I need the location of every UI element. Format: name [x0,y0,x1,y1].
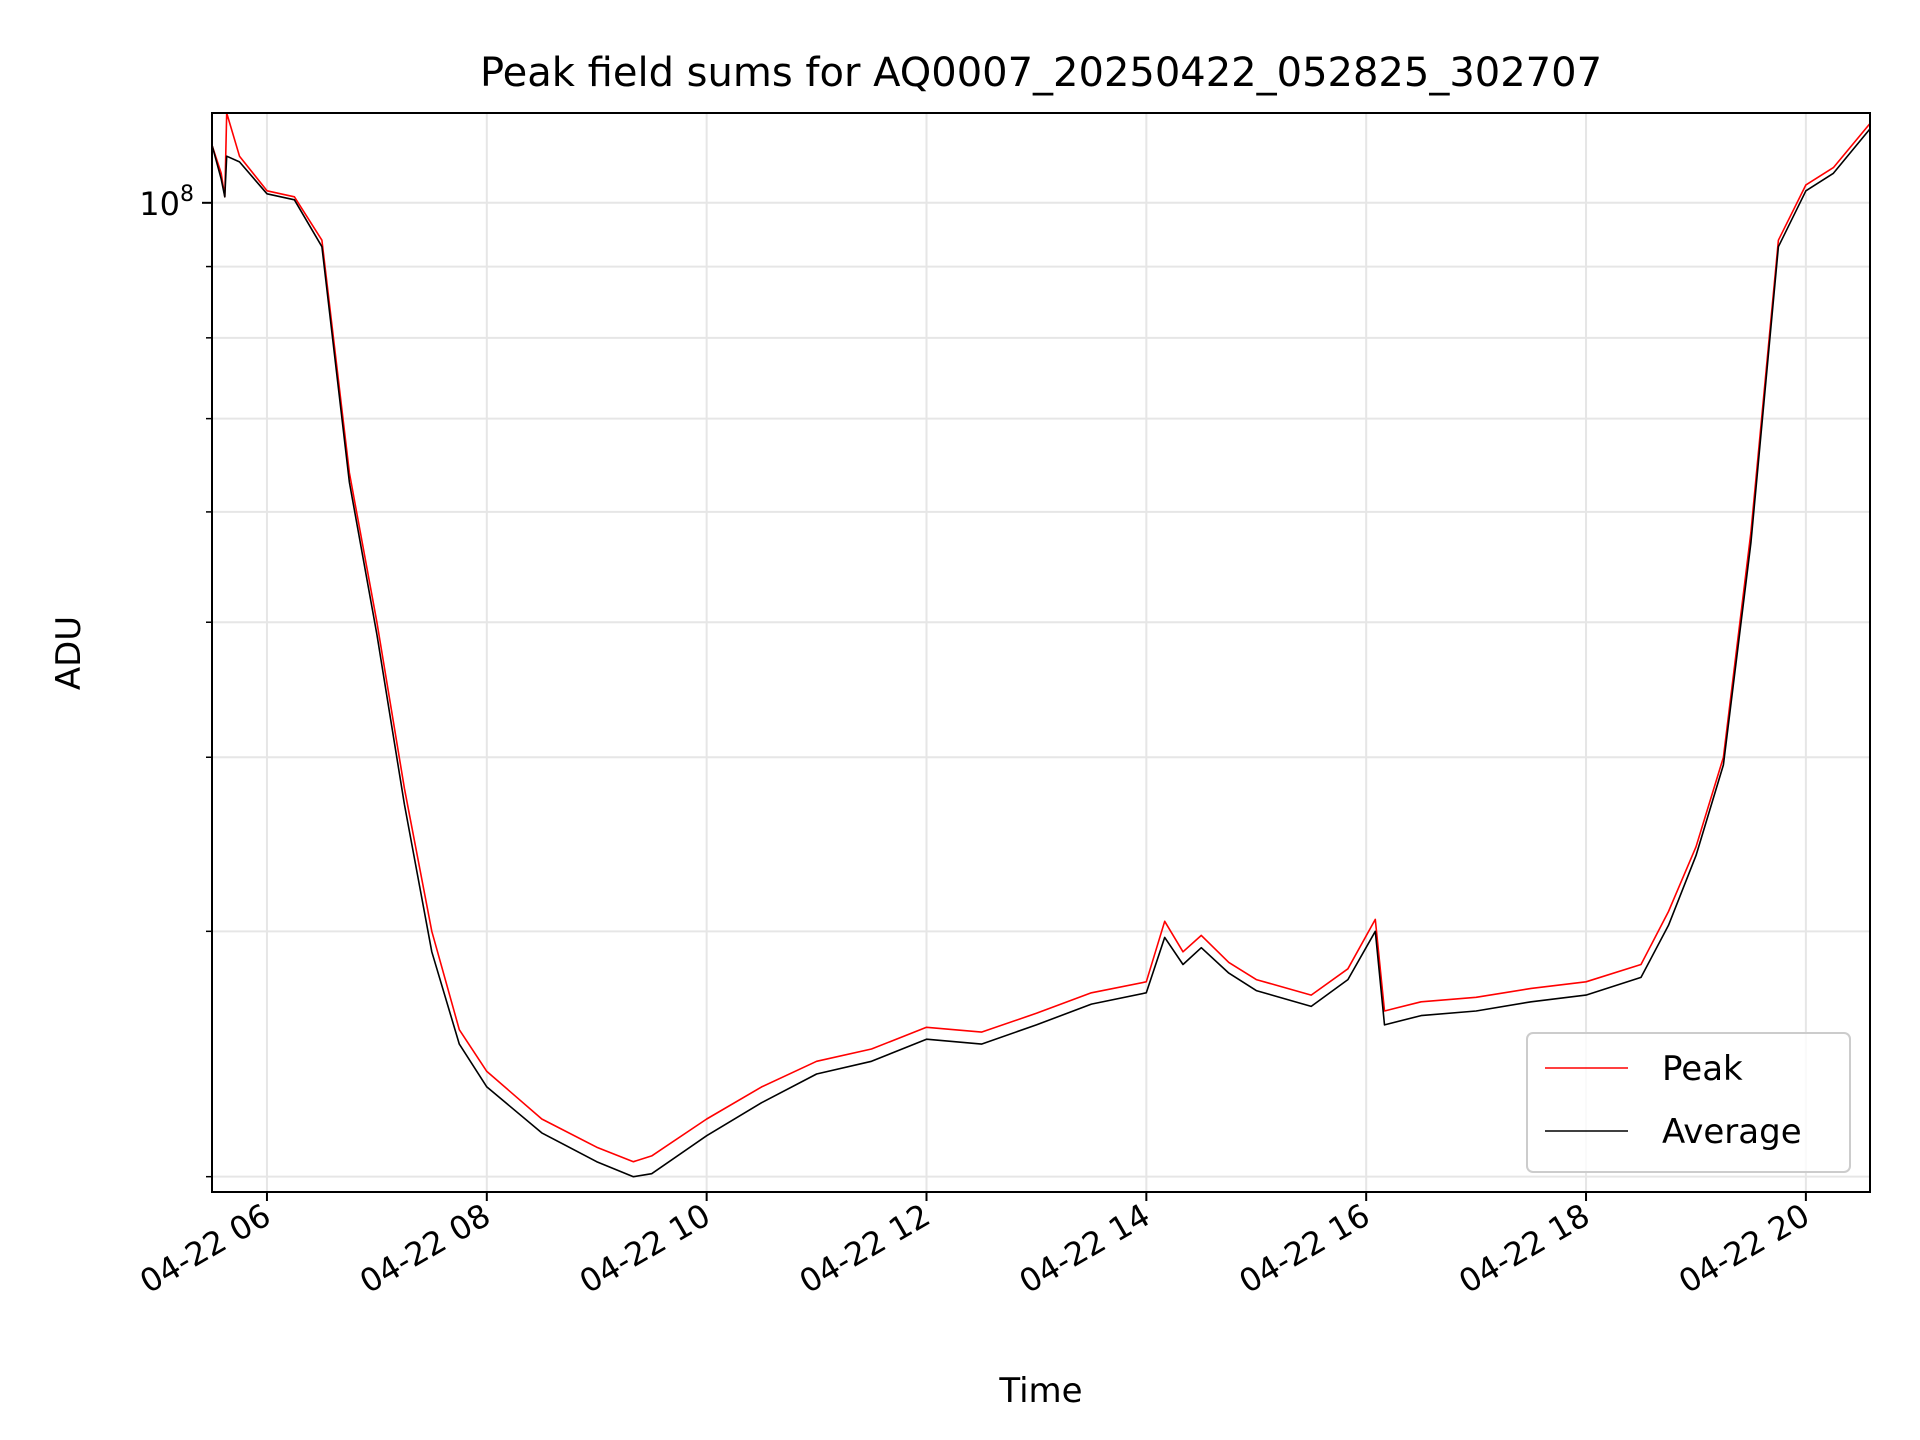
x-tick-label: 04-22 06 [133,1196,277,1301]
x-tick-label: 04-22 18 [1452,1196,1596,1301]
chart-title: Peak field sums for AQ0007_20250422_0528… [480,50,1602,96]
x-tick-label: 04-22 14 [1013,1196,1157,1301]
legend-label-peak: Peak [1662,1049,1743,1089]
legend-label-average: Average [1662,1112,1802,1152]
plot-frame [211,112,1871,1193]
legend: Peak Average [1526,1032,1851,1173]
x-axis-label: Time [998,1371,1082,1411]
x-tick-label: 04-22 10 [573,1196,717,1301]
series-line-peak [211,112,1871,1163]
x-tick-label: 04-22 16 [1233,1196,1377,1301]
x-tick-label: 04-22 20 [1672,1196,1816,1301]
y-axis-label: ADU [49,616,89,690]
y-axis: 108 [139,182,212,1178]
x-tick-label: 04-22 12 [793,1196,937,1301]
x-tick-label: 04-22 08 [353,1196,497,1301]
grid [212,113,1870,1192]
series-group [211,112,1871,1178]
y-tick-label: 108 [139,182,194,223]
x-axis: 04-22 06 04-22 08 04-22 10 04-22 12 04-22 14… [133,1192,1816,1301]
series-line-average [211,128,1871,1178]
